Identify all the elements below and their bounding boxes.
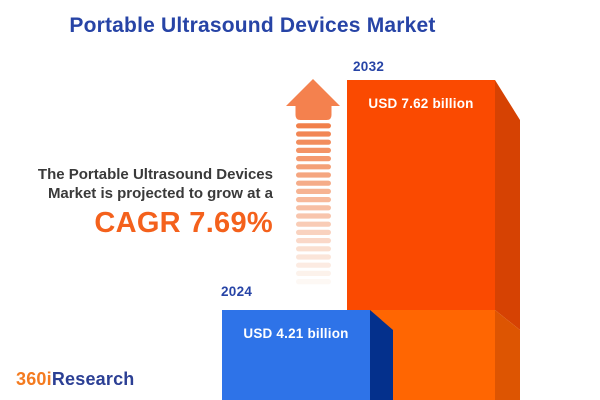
growth-arrow [286,79,340,285]
growth-arrow-stripe [296,164,331,170]
growth-arrow-stripe [296,131,331,137]
growth-arrow-stripe [296,172,331,178]
growth-arrow-stripe [296,213,331,219]
bar-2024-side [370,310,393,400]
bar-2032-side-base-segment [495,310,520,400]
growth-arrow-stripe [296,254,331,260]
brand-logo-part1: 360i [16,369,52,389]
year-label-2024: 2024 [221,284,253,299]
growth-arrow-stripe [296,262,331,268]
bar-2024-front [222,310,370,400]
growth-arrow-stripe [296,156,331,162]
growth-arrow-head-icon [286,79,340,120]
growth-arrow-stripes [296,123,331,285]
bar-value-2024: USD 4.21 billion [243,326,349,341]
growth-arrow-stripe [296,139,331,145]
callout-line-1: The Portable Ultrasound Devices [37,166,273,183]
growth-arrow-stripe [296,221,331,227]
bar-value-2032: USD 7.62 billion [368,96,474,111]
growth-arrow-stripe [296,180,331,186]
bar-2032-side-growth-segment [495,80,520,330]
growth-callout: The Portable Ultrasound Devices Market i… [23,165,273,240]
brand-logo: 360iResearch [16,369,135,390]
growth-arrow-stripe [296,279,331,285]
brand-logo-part2: Research [51,369,135,389]
bar-2032-front-growth-segment [347,80,495,310]
cagr-value: CAGR 7.69% [94,207,273,239]
growth-arrow-stripe [296,246,331,252]
growth-arrow-stripe [296,270,331,276]
growth-arrow-stripe [296,188,331,194]
callout-line-2: Market is projected to grow at a [47,185,273,202]
growth-arrow-stripe [296,197,331,203]
growth-arrow-stripe [296,147,331,153]
growth-arrow-stripe [296,205,331,211]
year-label-2032: 2032 [353,59,385,74]
bar-2032 [347,80,520,400]
growth-arrow-stripe [296,229,331,235]
page-title: Portable Ultrasound Devices Market [69,14,436,37]
growth-arrow-stripe [296,238,331,244]
bar-2024 [222,310,393,400]
growth-arrow-stripe [296,123,331,129]
